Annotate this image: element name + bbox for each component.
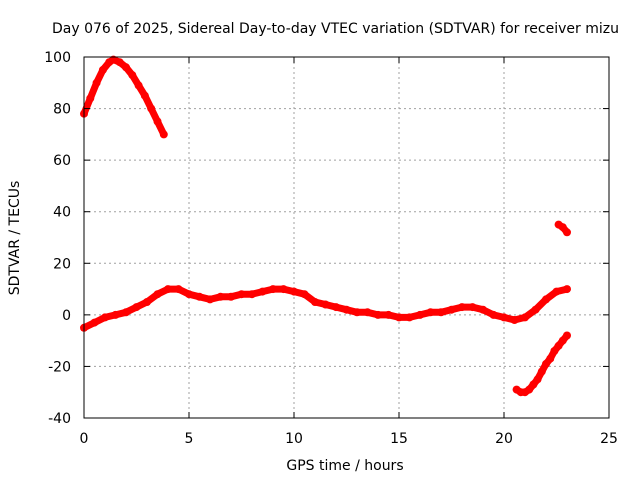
data-point <box>458 303 466 312</box>
data-point <box>122 308 130 317</box>
data-point <box>134 81 143 90</box>
data-point <box>363 308 372 317</box>
data-point <box>248 290 256 299</box>
data-point <box>206 295 214 304</box>
y-tick-label: 100 <box>44 50 71 66</box>
data-point <box>395 313 403 322</box>
data-point <box>533 375 542 384</box>
data-point <box>290 287 298 296</box>
data-point <box>521 313 529 322</box>
data-point <box>216 292 225 301</box>
x-tick-label: 25 <box>600 431 618 447</box>
chart-title: Day 076 of 2025, Sidereal Day-to-day VTE… <box>52 21 619 37</box>
data-point <box>332 303 340 312</box>
y-tick-label: 20 <box>53 256 71 272</box>
data-point <box>132 303 141 312</box>
data-point <box>546 354 555 363</box>
x-tick-label: 0 <box>80 431 89 447</box>
x-tick-label: 15 <box>390 431 408 447</box>
data-point <box>279 285 288 294</box>
data-series <box>80 55 571 397</box>
data-point <box>426 308 435 317</box>
data-point <box>542 295 550 304</box>
data-point <box>437 308 445 317</box>
plot-frame <box>83 56 610 419</box>
data-point <box>468 303 477 312</box>
data-point <box>353 308 361 317</box>
series-early-high-arc <box>80 56 168 138</box>
x-tick-label: 20 <box>495 431 513 447</box>
data-point <box>563 331 571 340</box>
data-point <box>563 228 571 237</box>
data-point <box>98 65 107 74</box>
data-point <box>140 91 149 100</box>
data-point <box>416 310 424 319</box>
data-point <box>111 310 120 319</box>
data-point <box>489 310 498 319</box>
data-point <box>153 117 162 126</box>
data-point <box>101 313 109 322</box>
data-point <box>500 313 508 322</box>
data-point <box>227 292 235 301</box>
axis-ticks: 0 5 10 15 20 25 -40 -20 0 20 40 60 80 100 <box>44 50 618 447</box>
y-axis-label: SDTVAR / TECUs <box>7 181 23 296</box>
data-point <box>342 305 351 314</box>
x-tick-label: 10 <box>285 431 303 447</box>
data-point <box>143 298 151 306</box>
data-point <box>164 285 172 294</box>
data-point <box>374 310 382 319</box>
grid-lines <box>84 57 609 418</box>
data-point <box>321 300 330 309</box>
data-point <box>153 290 162 299</box>
data-point <box>311 298 319 306</box>
y-tick-label: 40 <box>53 205 71 221</box>
y-tick-label: -20 <box>48 359 71 375</box>
y-tick-label: 0 <box>62 308 71 324</box>
data-point <box>86 94 95 103</box>
data-point <box>447 305 456 314</box>
data-point <box>90 318 99 327</box>
data-point <box>300 290 309 299</box>
data-point <box>237 290 246 299</box>
data-point <box>258 287 267 296</box>
data-point <box>384 310 393 319</box>
data-point <box>128 71 137 80</box>
data-point <box>185 290 193 299</box>
data-point <box>109 55 118 64</box>
data-point <box>269 285 277 294</box>
x-axis-label: GPS time / hours <box>286 458 403 474</box>
y-tick-label: -40 <box>48 411 71 427</box>
data-point <box>92 78 101 87</box>
data-point <box>552 287 561 296</box>
data-point <box>122 63 130 72</box>
data-point <box>195 292 204 301</box>
data-point <box>159 130 168 139</box>
y-tick-label: 60 <box>53 153 71 169</box>
data-point <box>531 305 540 314</box>
y-tick-label: 80 <box>53 102 71 118</box>
data-point <box>115 58 124 67</box>
x-tick-label: 5 <box>185 431 194 447</box>
data-point <box>479 305 487 314</box>
data-point <box>405 313 414 322</box>
data-point <box>174 285 183 294</box>
data-point <box>563 285 571 294</box>
data-point <box>537 367 546 376</box>
data-point <box>510 316 519 324</box>
data-point <box>147 104 156 113</box>
